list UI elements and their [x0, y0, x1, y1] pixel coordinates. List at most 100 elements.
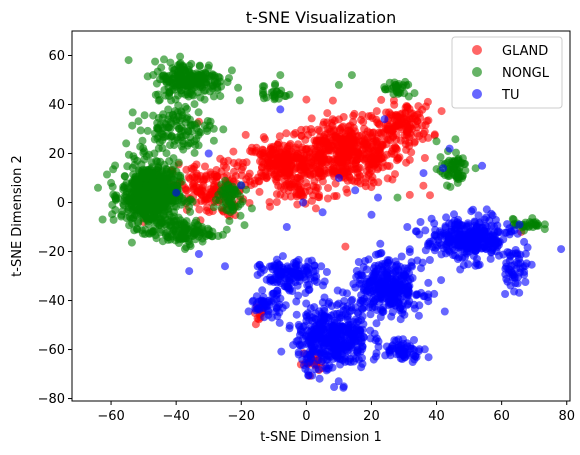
data-point — [327, 331, 336, 340]
data-point — [265, 198, 274, 207]
data-point — [334, 115, 343, 124]
data-point — [371, 336, 380, 345]
data-point — [171, 220, 180, 229]
data-point — [294, 291, 303, 300]
data-point — [371, 295, 380, 304]
data-point — [258, 286, 267, 295]
data-point — [277, 169, 285, 178]
data-point — [295, 269, 304, 278]
data-point — [269, 87, 278, 96]
data-point — [367, 210, 376, 219]
data-point — [521, 278, 530, 286]
data-point — [458, 172, 467, 181]
data-point — [272, 255, 281, 264]
data-point — [143, 126, 152, 135]
data-point — [293, 174, 302, 183]
data-point — [309, 182, 318, 190]
data-point — [302, 299, 311, 308]
data-point — [414, 311, 423, 320]
data-point — [513, 229, 522, 238]
data-point — [453, 220, 462, 229]
data-point — [307, 355, 316, 364]
data-point — [359, 297, 368, 306]
data-point — [210, 170, 219, 179]
data-point — [344, 321, 353, 330]
legend-marker-gland — [472, 45, 482, 55]
data-point — [362, 265, 371, 274]
data-point — [505, 224, 514, 233]
data-point — [260, 135, 269, 144]
data-point — [375, 120, 384, 129]
data-point — [333, 354, 342, 363]
data-point — [317, 262, 326, 271]
data-point — [368, 133, 376, 142]
data-point — [292, 310, 301, 319]
data-point — [320, 277, 329, 286]
data-point — [436, 153, 445, 162]
data-point — [123, 196, 132, 205]
data-point — [128, 108, 137, 117]
data-point — [320, 138, 329, 147]
data-point — [456, 237, 465, 246]
data-point — [337, 123, 346, 132]
data-point — [396, 110, 405, 119]
data-point — [278, 252, 287, 261]
data-point — [352, 346, 361, 355]
data-point — [369, 355, 378, 364]
data-point — [164, 105, 173, 114]
data-point — [400, 131, 409, 140]
data-point — [392, 88, 401, 97]
data-point — [377, 140, 386, 149]
data-point — [430, 289, 439, 298]
data-point — [311, 204, 320, 213]
data-point — [354, 355, 363, 364]
data-point — [313, 278, 321, 286]
data-point — [300, 264, 309, 273]
data-point — [203, 224, 212, 233]
data-point — [315, 320, 324, 329]
data-point — [310, 303, 319, 312]
data-point — [111, 194, 120, 202]
data-point — [286, 192, 295, 201]
data-point — [216, 92, 225, 101]
x-tick-label: 0 — [302, 409, 310, 424]
data-point — [380, 115, 389, 124]
data-point — [386, 300, 395, 309]
data-point — [202, 193, 211, 202]
data-point — [271, 81, 279, 90]
data-point — [413, 256, 422, 265]
data-point — [297, 187, 305, 196]
data-point — [147, 170, 156, 179]
data-point — [157, 172, 166, 181]
legend-marker-tu — [472, 89, 482, 99]
y-tick-label: 60 — [48, 49, 65, 64]
data-point — [410, 89, 419, 98]
data-point — [190, 184, 198, 193]
data-point — [342, 159, 350, 168]
data-point — [424, 353, 433, 362]
legend-label-gland: GLAND — [502, 44, 548, 59]
data-point — [257, 168, 265, 177]
data-point — [413, 290, 422, 299]
x-tick-label: 20 — [363, 409, 380, 424]
data-point — [527, 219, 536, 228]
data-point — [400, 347, 409, 356]
data-point — [255, 260, 264, 269]
data-point — [229, 147, 238, 156]
data-point — [136, 126, 145, 135]
data-point — [330, 192, 339, 201]
data-point — [345, 172, 354, 181]
data-point — [445, 171, 454, 180]
data-point — [487, 248, 496, 257]
data-point — [345, 147, 354, 156]
data-point — [188, 121, 197, 129]
data-point — [430, 230, 439, 239]
data-point — [427, 214, 436, 223]
data-point — [455, 163, 464, 172]
data-point — [420, 127, 429, 136]
data-point — [397, 280, 406, 289]
data-point — [367, 277, 376, 286]
data-point — [158, 113, 167, 122]
data-points-layer — [94, 52, 566, 392]
